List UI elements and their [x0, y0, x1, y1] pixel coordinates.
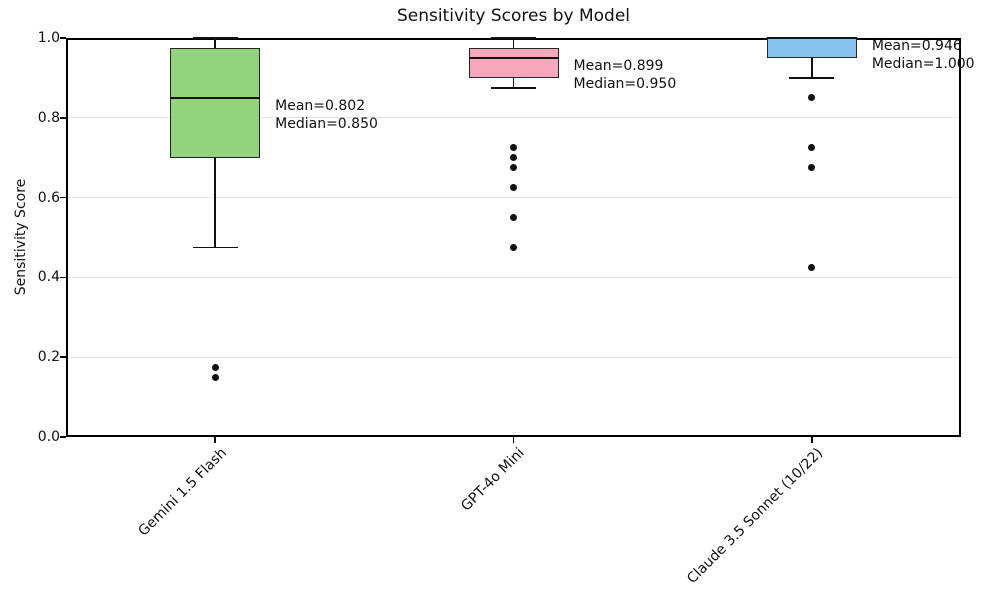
chart-title: Sensitivity Scores by Model: [396, 6, 631, 26]
lower-whisker-claude-3-5-sonnet-10-22: [811, 57, 813, 78]
annotation-line: Median=1.000: [871, 56, 975, 72]
y-tick-label: 0.6: [37, 189, 60, 206]
y-tick-mark: [60, 276, 66, 279]
annotation-line: Median=0.850: [275, 115, 378, 132]
x-tick-label-claude-3-5-sonnet-10-22: Claude 3.5 Sonnet (10/22): [684, 445, 827, 587]
upper-whisker-gemini-1-5-flash: [214, 38, 216, 48]
outlier-point-gemini-1-5-flash: [211, 373, 219, 381]
lower-whisker-gemini-1-5-flash: [214, 157, 216, 248]
gridline: [66, 276, 961, 278]
y-axis-label: Sensitivity Score: [13, 178, 29, 296]
annotation-line: Mean=0.802: [275, 97, 366, 114]
y-tick-label: 0.2: [37, 349, 60, 366]
outlier-point-claude-3-5-sonnet-10-22: [808, 144, 816, 152]
outlier-point-gpt-4o-mini: [510, 164, 517, 172]
annotation-gpt-4o-mini: Mean=0.899 Median=0.950: [574, 57, 677, 93]
x-tick-label-gpt-4o-mini: GPT-4o Mini: [458, 445, 528, 515]
outlier-point-gpt-4o-mini: [510, 184, 517, 192]
y-tick-mark: [60, 196, 66, 199]
y-tick-mark: [60, 436, 66, 438]
lower-whisker-cap-gemini-1-5-flash: [192, 246, 238, 249]
outlier-point-claude-3-5-sonnet-10-22: [808, 263, 816, 271]
gridline: [66, 197, 961, 199]
median-line-gpt-4o-mini: [468, 56, 559, 59]
y-tick-label: 0.4: [37, 269, 60, 286]
annotation-line: Median=0.950: [573, 75, 677, 92]
y-tick-label: 0.0: [37, 429, 60, 445]
y-tick-mark: [60, 117, 66, 119]
y-tick-mark: [60, 37, 66, 39]
outlier-point-gemini-1-5-flash: [211, 363, 219, 371]
bottom-spine: [66, 435, 961, 437]
outlier-point-gpt-4o-mini: [510, 214, 517, 222]
median-line-claude-3-5-sonnet-10-22: [766, 37, 857, 39]
outlier-point-claude-3-5-sonnet-10-22: [808, 164, 816, 172]
annotation-claude-3-5-sonnet-10-22: Mean=0.946 Median=1.000: [872, 37, 975, 73]
outlier-point-gpt-4o-mini: [510, 144, 517, 152]
upper-whisker-cap-gpt-4o-mini: [491, 37, 536, 39]
lower-whisker-gpt-4o-mini: [512, 77, 515, 88]
annotation-line: Mean=0.946: [871, 38, 962, 54]
y-tick-label: 0.8: [37, 109, 60, 126]
right-spine: [959, 38, 961, 437]
outlier-point-gpt-4o-mini: [510, 154, 517, 162]
outlier-point-gpt-4o-mini: [510, 243, 517, 251]
upper-whisker-gpt-4o-mini: [512, 38, 515, 48]
plot-area: Mean=0.802 Median=0.850 Mean=0.899 Median=0…: [66, 37, 975, 437]
box-gemini-1-5-flash: [170, 47, 261, 158]
x-tick-mark: [512, 437, 515, 443]
y-tick-label: 1.0: [37, 30, 60, 46]
lower-whisker-cap-gpt-4o-mini: [491, 87, 536, 89]
x-tick-mark: [811, 437, 813, 443]
x-tick-label-gemini-1-5-flash: Gemini 1.5 Flash: [135, 445, 230, 540]
median-line-gemini-1-5-flash: [170, 96, 261, 99]
upper-whisker-cap-gemini-1-5-flash: [192, 37, 238, 39]
left-spine: [66, 38, 68, 437]
annotation-gemini-1-5-flash: Mean=0.802 Median=0.850: [275, 97, 378, 133]
gridline: [66, 117, 961, 119]
lower-whisker-cap-claude-3-5-sonnet-10-22: [789, 77, 835, 79]
x-tick-mark: [214, 437, 216, 443]
annotation-line: Mean=0.899: [573, 57, 664, 74]
outlier-point-claude-3-5-sonnet-10-22: [808, 94, 816, 102]
y-tick-mark: [60, 356, 66, 358]
box-claude-3-5-sonnet-10-22: [766, 38, 857, 58]
gridline: [66, 356, 961, 358]
box-gpt-4o-mini: [468, 47, 559, 78]
